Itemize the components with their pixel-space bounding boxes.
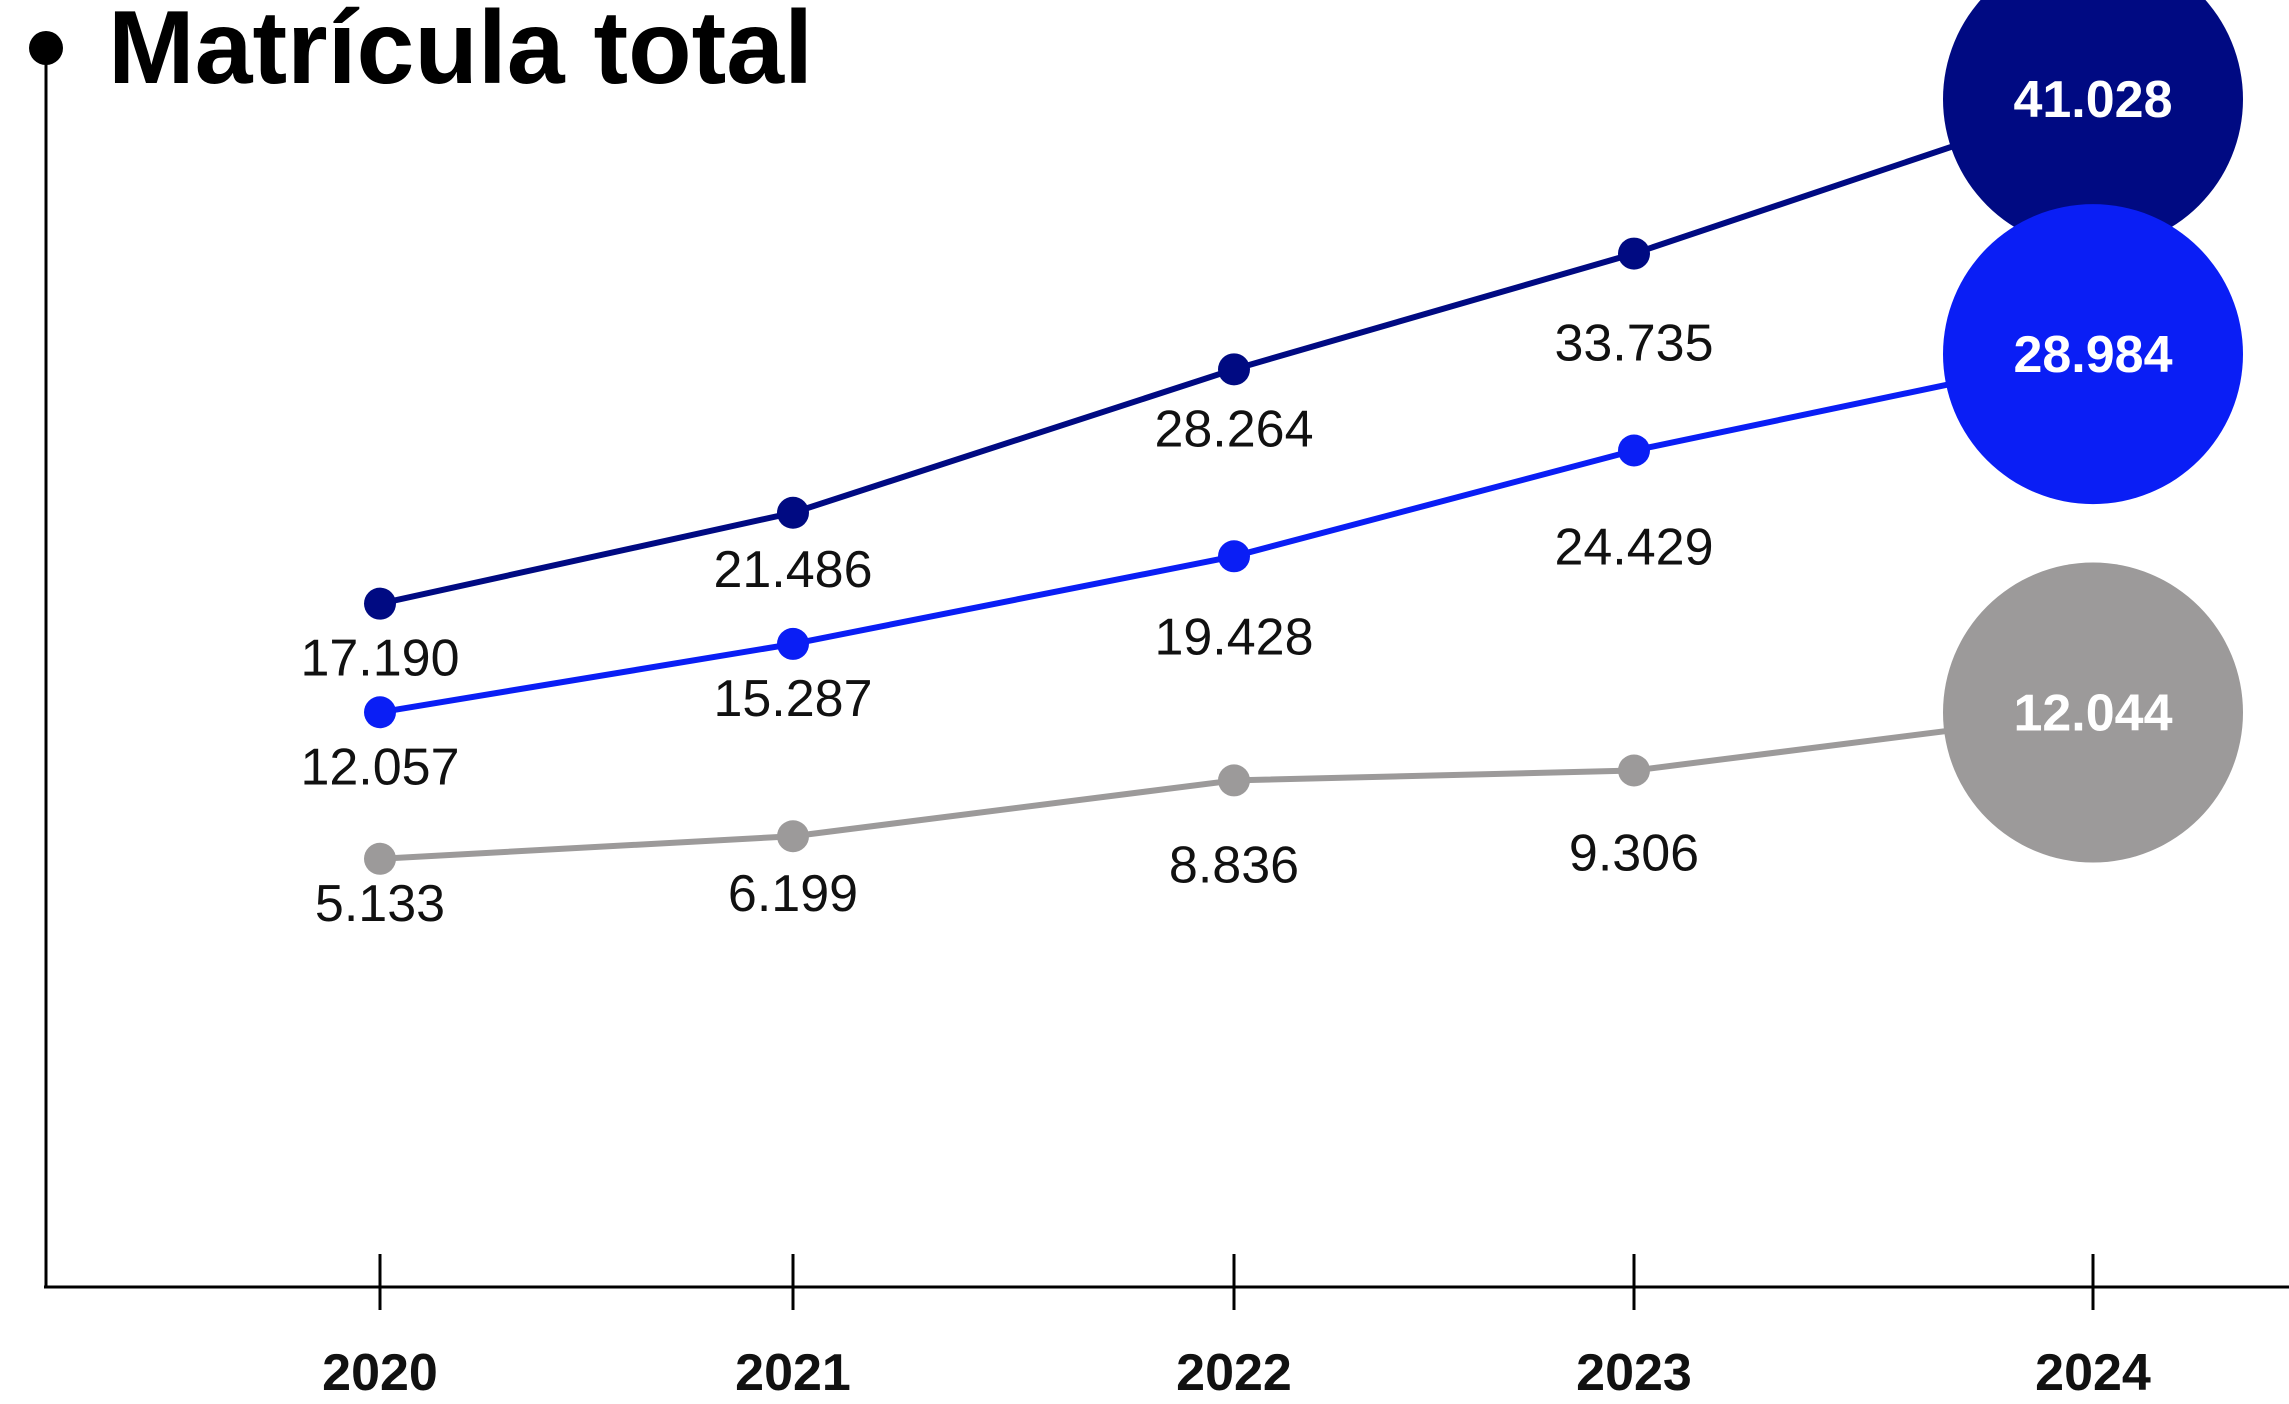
series-2-value-label-2021: 6.199 <box>728 865 858 923</box>
series-1-point-2023 <box>1618 434 1650 467</box>
x-tick-label-2022: 2022 <box>1176 1344 1292 1402</box>
series-0-line <box>379 96 2094 607</box>
series-2-point-2023 <box>1618 754 1650 787</box>
series-lines <box>379 96 2094 862</box>
series-2-end-bubble <box>1943 562 2243 863</box>
series-1-value-label-2022: 19.428 <box>1154 608 1313 666</box>
series-1-point-2020 <box>364 696 396 729</box>
series-2-value-label-2022: 8.836 <box>1169 836 1299 894</box>
x-tick-label-2023: 2023 <box>1576 1344 1692 1402</box>
series-1-point-2021 <box>777 627 809 660</box>
x-tick-label-2020: 2020 <box>322 1344 438 1402</box>
series-2-point-2021 <box>777 820 809 853</box>
series-1-value-label-2023: 24.429 <box>1554 518 1713 576</box>
series-0-point-2022 <box>1218 353 1250 386</box>
series-0-point-2020 <box>364 587 396 620</box>
x-tick-label-2024: 2024 <box>2035 1344 2151 1402</box>
series-2-value-label-2023: 9.306 <box>1569 824 1699 882</box>
series-0-point-2021 <box>777 496 809 529</box>
x-axis-ticks: 2020 2021 2022 2023 2024 <box>322 1254 2151 1402</box>
series-1-point-2022 <box>1218 540 1250 573</box>
series-1-end-bubble <box>1943 204 2243 505</box>
series-2-point-2020 <box>364 842 396 875</box>
series-1-value-label-2020: 12.057 <box>300 738 459 796</box>
series-0-value-label-2021: 21.486 <box>713 541 872 599</box>
x-tick-label-2021: 2021 <box>735 1344 851 1402</box>
series-0-point-2023 <box>1618 237 1650 270</box>
series-0-value-label-2023: 33.735 <box>1554 315 1713 373</box>
series-2-value-label-2020: 5.133 <box>315 875 445 933</box>
series-0-end-bubble <box>1943 0 2243 250</box>
chart-title: Matrícula total <box>108 0 813 106</box>
series-1-value-label-2021: 15.287 <box>713 670 872 728</box>
end-value-bubbles: 41.028 28.984 12.044 <box>1943 0 2243 863</box>
series-1-end-value-label: 28.984 <box>2013 326 2172 384</box>
series-0-value-label-2022: 28.264 <box>1154 400 1313 458</box>
series-2-end-value-label: 12.044 <box>2013 685 2172 743</box>
series-points <box>364 237 1650 875</box>
series-0-end-value-label: 41.028 <box>2013 71 2172 129</box>
series-2-point-2022 <box>1218 764 1250 797</box>
data-labels: 17.190 21.486 28.264 33.735 12.057 15.287 19.4… <box>300 315 1713 933</box>
series-0-value-label-2020: 17.190 <box>300 630 459 688</box>
